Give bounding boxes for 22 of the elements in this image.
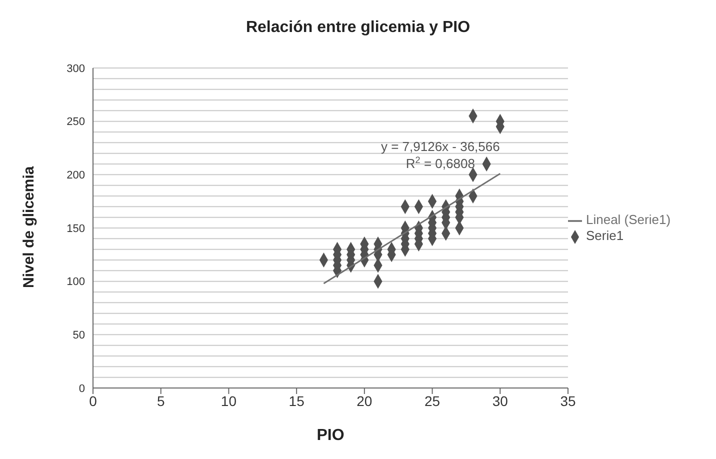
x-tick-label: 10 [220,392,237,409]
y-tick-label: 100 [66,276,85,288]
x-tick-label: 15 [288,392,305,409]
y-tick-label: 50 [72,330,85,342]
chart-title: Relación entre glicemia y PIO [246,19,470,36]
x-tick-label: 25 [424,392,440,409]
x-tick-label: 35 [560,392,576,409]
x-tick-label: 20 [356,392,372,409]
y-tick-label: 300 [66,62,85,75]
x-tick-label: 5 [156,392,165,409]
annotation: y = 7,9126x - 36,566 [380,139,500,154]
x-axis-title: PIO [316,427,344,444]
legend-label: Lineal (Serie1) [586,212,671,228]
y-axis-title: Nivel de glicemia [20,166,38,288]
x-tick-label: 0 [89,392,98,409]
y-tick-label: 0 [78,382,85,395]
y-tick-label: 250 [66,116,85,128]
annotation: R$^{2}$ = 0,6808 [406,155,475,172]
y-tick-label: 200 [66,170,85,182]
x-tick-label: 30 [492,392,508,409]
legend-label: Serie1 [586,228,624,243]
y-tick-label: 150 [66,222,85,235]
